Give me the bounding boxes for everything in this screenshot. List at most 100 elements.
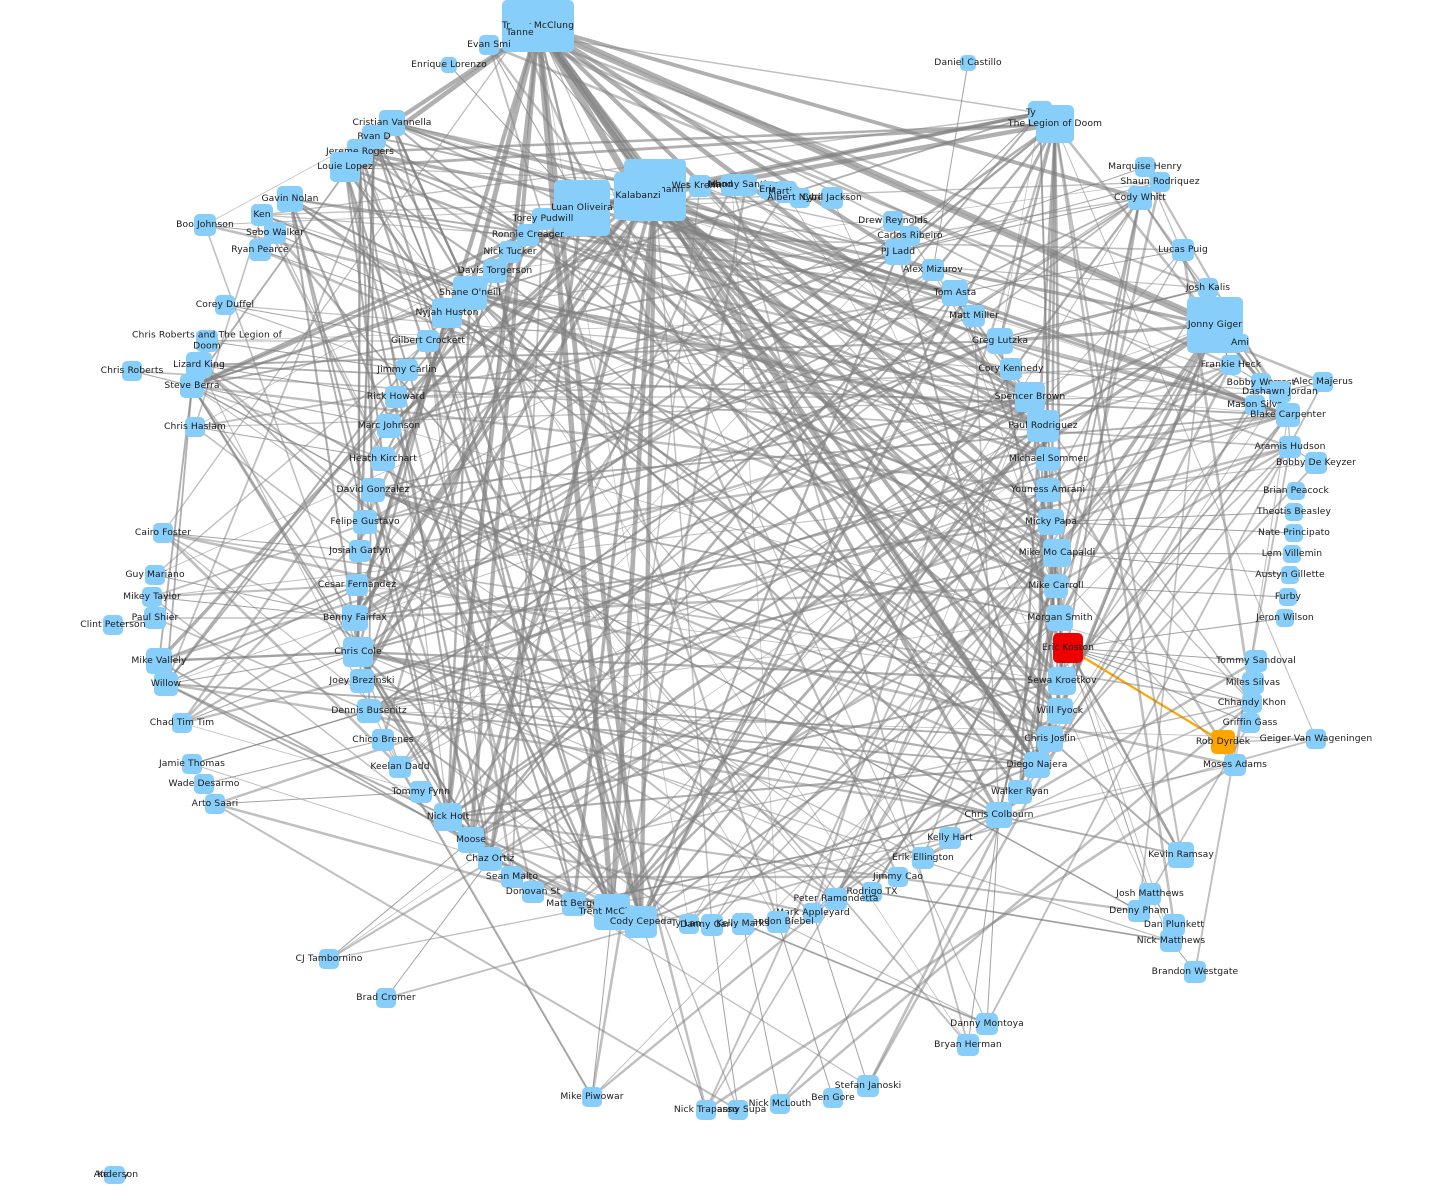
- graph-node[interactable]: [1024, 752, 1050, 778]
- graph-node[interactable]: [1211, 730, 1235, 754]
- graph-node[interactable]: [215, 295, 235, 315]
- graph-node[interactable]: [264, 222, 286, 244]
- graph-node[interactable]: [385, 386, 407, 408]
- graph-node[interactable]: [432, 298, 462, 328]
- graph-node[interactable]: [1231, 334, 1249, 352]
- graph-node[interactable]: [735, 174, 757, 196]
- graph-node[interactable]: [821, 187, 843, 209]
- graph-node[interactable]: [517, 224, 539, 246]
- graph-node[interactable]: [1038, 509, 1064, 535]
- graph-node[interactable]: [142, 587, 162, 607]
- graph-node[interactable]: [1279, 436, 1301, 458]
- graph-node[interactable]: [153, 523, 173, 543]
- graph-node[interactable]: [1240, 713, 1260, 733]
- graph-node[interactable]: [770, 1094, 790, 1114]
- graph-node[interactable]: [701, 914, 723, 936]
- graph-node[interactable]: [1285, 524, 1303, 542]
- graph-node[interactable]: [625, 906, 657, 938]
- graph-node[interactable]: [986, 802, 1012, 828]
- graph-node[interactable]: [594, 894, 630, 930]
- graph-node[interactable]: [922, 259, 944, 281]
- graph-node[interactable]: [396, 359, 418, 381]
- graph-node[interactable]: [885, 239, 911, 265]
- graph-node[interactable]: [251, 204, 273, 226]
- graph-node[interactable]: [196, 330, 218, 352]
- graph-node[interactable]: [1037, 726, 1063, 752]
- graph-node[interactable]: [767, 911, 789, 933]
- graph-node[interactable]: [1221, 355, 1241, 375]
- graph-node[interactable]: [939, 827, 961, 849]
- graph-node[interactable]: [759, 181, 777, 199]
- graph-node[interactable]: [696, 1100, 716, 1120]
- graph-node[interactable]: [353, 510, 377, 534]
- graph-node[interactable]: [483, 259, 507, 283]
- graph-node[interactable]: [1128, 186, 1152, 210]
- graph-node[interactable]: [1276, 403, 1300, 427]
- graph-node[interactable]: [499, 241, 521, 263]
- graph-node[interactable]: [987, 328, 1013, 354]
- graph-node[interactable]: [182, 754, 202, 774]
- graph-node[interactable]: [1242, 693, 1262, 713]
- graph-node[interactable]: [679, 914, 699, 934]
- graph-node[interactable]: [146, 648, 172, 674]
- graph-node[interactable]: [963, 305, 985, 327]
- graph-node[interactable]: [417, 330, 439, 352]
- graph-node[interactable]: [1305, 452, 1327, 474]
- graph-node[interactable]: [614, 172, 662, 220]
- graph-node[interactable]: [803, 903, 823, 923]
- graph-node[interactable]: [180, 374, 204, 398]
- graph-node[interactable]: [103, 615, 123, 635]
- graph-node[interactable]: [1285, 503, 1303, 521]
- graph-node[interactable]: [554, 180, 610, 236]
- graph-node[interactable]: [1245, 650, 1267, 672]
- graph-node[interactable]: [107, 1166, 125, 1184]
- graph-node[interactable]: [582, 1087, 602, 1107]
- graph-node[interactable]: [1008, 780, 1032, 804]
- graph-node[interactable]: [1036, 478, 1060, 502]
- graph-node[interactable]: [883, 211, 903, 231]
- graph-node[interactable]: [942, 280, 968, 306]
- graph-node[interactable]: [361, 478, 385, 502]
- graph-node[interactable]: [1287, 482, 1305, 500]
- graph-node[interactable]: [205, 794, 225, 814]
- graph-node[interactable]: [349, 540, 371, 562]
- graph-node[interactable]: [862, 882, 882, 902]
- graph-node[interactable]: [277, 186, 303, 212]
- graph-node[interactable]: [1135, 157, 1155, 177]
- graph-node[interactable]: [501, 866, 523, 888]
- graph-node[interactable]: [1224, 754, 1246, 776]
- graph-node[interactable]: [825, 888, 847, 910]
- graph-node[interactable]: [960, 55, 976, 71]
- graph-node[interactable]: [410, 781, 432, 803]
- graph-node[interactable]: [790, 188, 810, 208]
- graph-node[interactable]: [522, 881, 544, 903]
- graph-node[interactable]: [144, 607, 166, 629]
- graph-node[interactable]: [1053, 633, 1083, 663]
- graph-node[interactable]: [441, 57, 457, 73]
- graph-node[interactable]: [343, 637, 373, 667]
- graph-node[interactable]: [377, 414, 401, 438]
- graph-node[interactable]: [823, 1088, 843, 1108]
- graph-node[interactable]: [728, 1100, 748, 1120]
- graph-node[interactable]: [186, 352, 212, 378]
- graph-node[interactable]: [319, 949, 339, 969]
- graph-node[interactable]: [371, 447, 395, 471]
- graph-node[interactable]: [1168, 842, 1194, 868]
- graph-node[interactable]: [1281, 566, 1299, 584]
- graph-node[interactable]: [1043, 539, 1071, 567]
- graph-node[interactable]: [1245, 395, 1265, 415]
- graph-node[interactable]: [372, 729, 394, 751]
- graph-node[interactable]: [1306, 729, 1326, 749]
- graph-node[interactable]: [145, 565, 165, 585]
- graph-node[interactable]: [357, 699, 381, 723]
- graph-node[interactable]: [434, 803, 462, 831]
- graph-node[interactable]: [732, 913, 754, 935]
- graph-node[interactable]: [689, 175, 711, 197]
- graph-node[interactable]: [957, 1034, 979, 1056]
- graph-node[interactable]: [478, 847, 502, 871]
- graph-node[interactable]: [1128, 900, 1150, 922]
- graph-node[interactable]: [1198, 278, 1218, 298]
- graph-node[interactable]: [1036, 447, 1060, 471]
- graph-node[interactable]: [1269, 381, 1291, 403]
- graph-node[interactable]: [1279, 588, 1297, 606]
